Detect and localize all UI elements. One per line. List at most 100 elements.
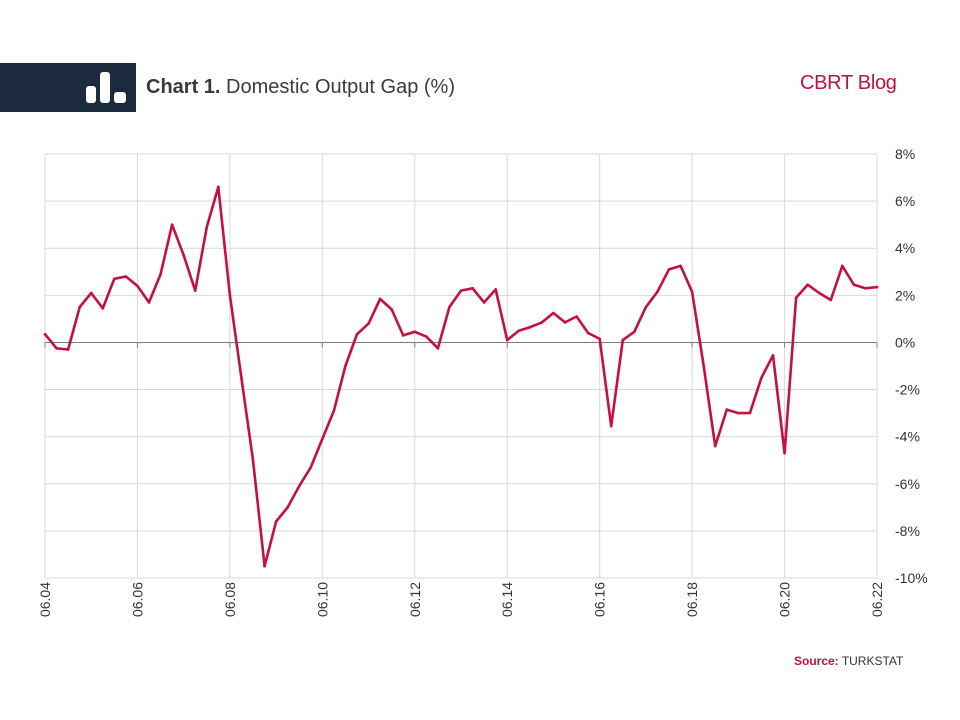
- y-tick-label: -2%: [895, 382, 920, 398]
- data-point: [286, 506, 289, 509]
- x-tick-label: 06.18: [684, 582, 700, 617]
- data-point: [205, 225, 209, 229]
- data-point: [644, 305, 648, 309]
- data-point: [251, 458, 255, 462]
- y-tick-label: 8%: [895, 146, 915, 162]
- data-point: [89, 291, 93, 295]
- x-tick-label: 06.14: [499, 582, 515, 617]
- data-point: [332, 409, 336, 413]
- data-point: [690, 290, 694, 294]
- data-point: [633, 330, 636, 334]
- y-tick-label: 2%: [895, 287, 915, 303]
- x-tick-label: 06.06: [129, 582, 145, 617]
- data-point: [55, 347, 58, 350]
- data-point: [425, 335, 428, 338]
- data-point: [378, 297, 382, 301]
- data-point: [505, 338, 509, 342]
- data-point: [771, 354, 775, 357]
- chart-title-text: Domestic Output Gap (%): [226, 76, 455, 98]
- chart-title: Chart 1. Domestic Output Gap (%): [146, 76, 455, 99]
- y-tick-label: -8%: [895, 523, 920, 539]
- data-point: [656, 290, 659, 294]
- source-note: Source: TURKSTAT: [794, 654, 903, 668]
- data-point: [864, 286, 867, 290]
- data-point: [263, 564, 266, 568]
- data-point: [783, 451, 786, 455]
- data-point: [297, 484, 301, 488]
- data-point: [344, 364, 347, 368]
- data-point: [78, 305, 81, 309]
- data-point: [702, 364, 705, 368]
- data-point: [159, 272, 162, 276]
- data-point: [494, 288, 497, 291]
- y-tick-label: 0%: [895, 334, 915, 350]
- data-point: [401, 334, 405, 337]
- y-tick-label: -6%: [895, 476, 920, 492]
- data-point: [228, 294, 232, 297]
- x-tick-label: 06.10: [314, 582, 330, 617]
- data-point: [66, 348, 70, 351]
- data-point: [748, 411, 752, 415]
- chart-title-number: Chart 1.: [146, 76, 221, 98]
- data-point: [136, 284, 139, 288]
- data-point: [390, 308, 393, 311]
- data-point: [563, 321, 567, 324]
- data-point: [794, 296, 798, 299]
- x-tick-label: 06.20: [777, 582, 793, 617]
- data-point: [725, 408, 729, 411]
- data-point: [113, 277, 116, 281]
- data-point: [147, 301, 151, 304]
- data-point: [101, 306, 105, 310]
- data-point: [713, 444, 717, 448]
- data-point: [124, 275, 128, 278]
- data-point: [309, 465, 313, 469]
- data-point: [852, 283, 856, 287]
- data-point: [875, 285, 879, 289]
- data-point: [586, 331, 590, 335]
- data-point: [806, 283, 809, 287]
- data-point: [170, 223, 174, 226]
- y-tick-label: -10%: [895, 570, 928, 586]
- data-point: [737, 411, 740, 415]
- data-point: [471, 286, 474, 290]
- data-point: [540, 321, 544, 324]
- brand-logo: CBRT Blog: [800, 72, 897, 94]
- data-point: [436, 347, 440, 350]
- data-point: [552, 311, 555, 315]
- data-point: [413, 330, 417, 334]
- y-tick-label: -4%: [895, 429, 920, 445]
- data-point: [274, 520, 278, 523]
- data-point: [841, 264, 844, 268]
- data-point: [679, 264, 682, 268]
- x-tick-label: 06.08: [222, 582, 238, 617]
- data-point: [182, 253, 185, 257]
- x-tick-label: 06.04: [37, 582, 53, 617]
- data-point: [193, 289, 197, 292]
- data-point: [517, 329, 521, 332]
- y-tick-label: 4%: [895, 240, 915, 256]
- data-point: [321, 437, 324, 441]
- data-point: [621, 338, 625, 342]
- title-banner: [0, 63, 136, 112]
- data-point: [529, 325, 532, 329]
- data-point: [482, 301, 486, 304]
- data-point: [829, 298, 833, 302]
- data-point: [217, 185, 220, 189]
- source-label: Source:: [794, 654, 839, 668]
- data-point: [760, 376, 763, 380]
- y-tick-label: 6%: [895, 193, 915, 209]
- output-gap-series-line: [43, 185, 879, 568]
- data-point: [355, 332, 359, 336]
- x-tick-label: 06.22: [869, 582, 885, 617]
- source-value: TURKSTAT: [841, 654, 904, 668]
- data-point: [609, 424, 613, 428]
- data-point: [817, 291, 821, 295]
- data-point: [667, 268, 671, 271]
- x-tick-label: 06.16: [592, 582, 608, 617]
- data-point: [43, 332, 47, 336]
- data-point: [448, 305, 451, 309]
- data-point: [459, 289, 463, 292]
- data-point: [575, 315, 578, 318]
- data-point: [598, 337, 601, 341]
